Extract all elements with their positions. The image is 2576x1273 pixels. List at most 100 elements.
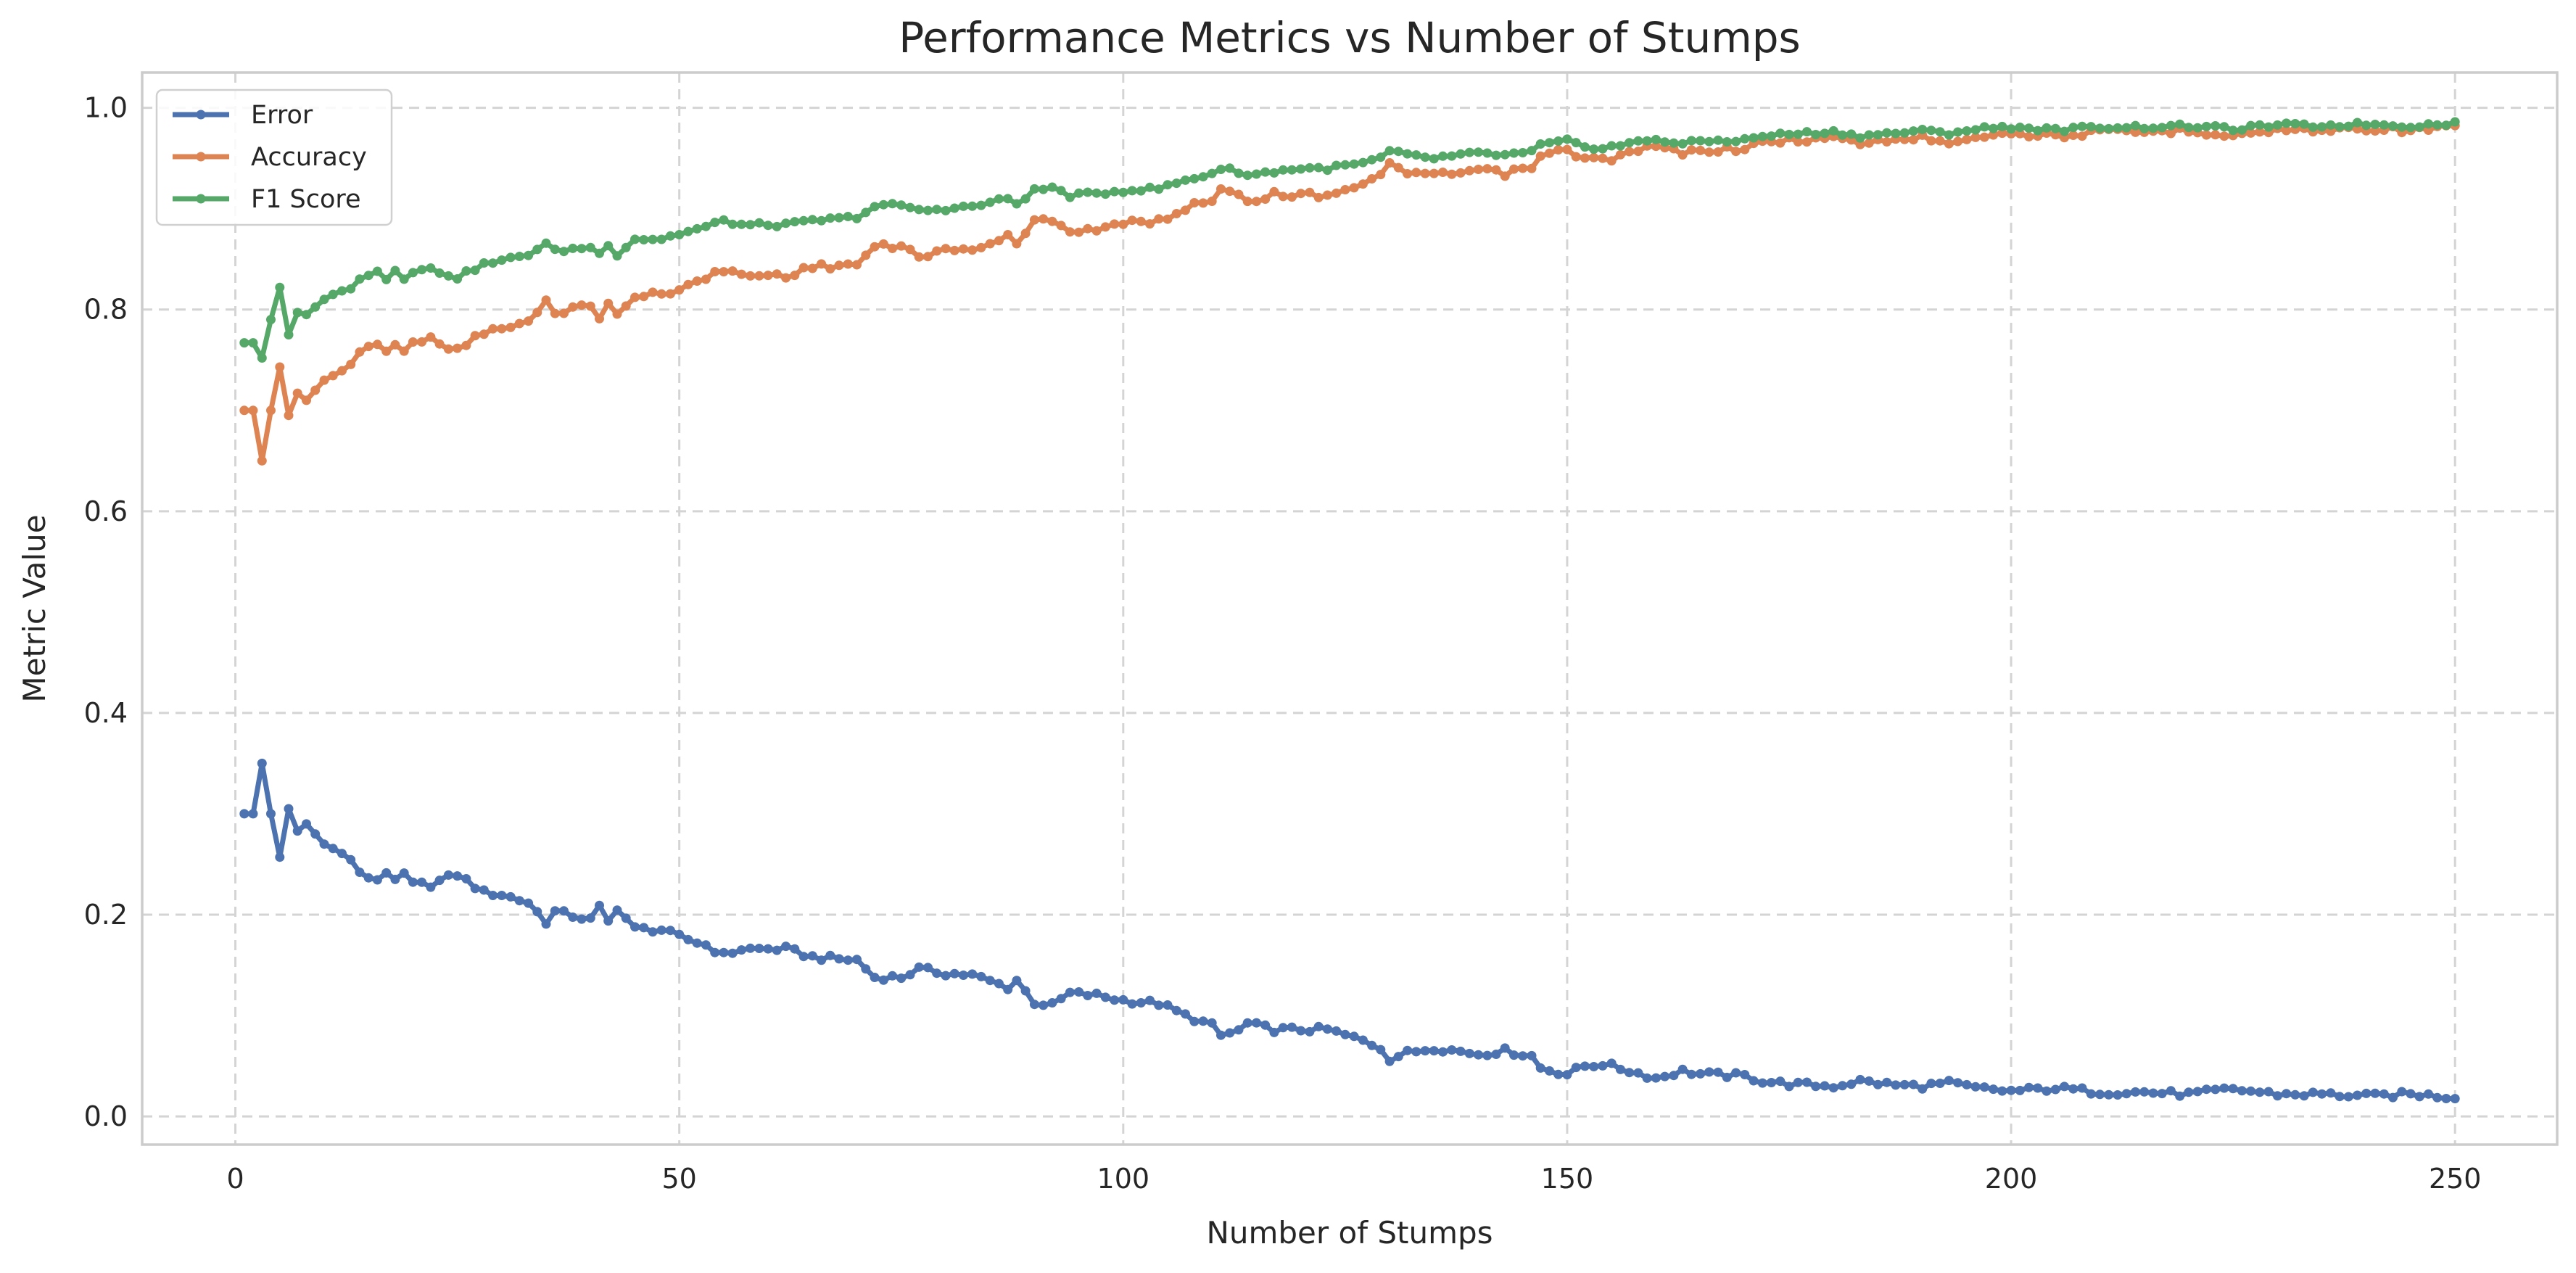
data-point	[612, 251, 622, 261]
data-point	[337, 849, 347, 859]
data-point	[319, 375, 329, 385]
data-point	[1110, 219, 1120, 229]
data-point	[870, 973, 880, 982]
data-point	[1020, 194, 1031, 204]
data-point	[408, 268, 418, 278]
data-point	[719, 267, 729, 277]
data-point	[488, 324, 498, 334]
data-point	[976, 242, 986, 252]
data-point	[1181, 175, 1190, 185]
data-point	[798, 263, 809, 273]
data-point	[603, 298, 614, 308]
data-point	[1749, 133, 1759, 143]
data-point	[1855, 139, 1865, 149]
data-point	[817, 215, 827, 226]
data-point	[807, 263, 817, 273]
data-point	[541, 919, 551, 929]
data-point	[302, 395, 311, 405]
data-point	[923, 205, 933, 215]
data-point	[497, 891, 507, 900]
data-point	[1278, 1023, 1288, 1033]
data-point	[1935, 136, 1945, 146]
data-point	[2432, 1092, 2443, 1103]
data-point	[1864, 130, 1874, 140]
data-point	[1447, 1045, 1457, 1055]
data-point	[2068, 123, 2078, 133]
data-point	[1234, 189, 1244, 199]
data-point	[2424, 119, 2433, 129]
data-point	[1012, 976, 1022, 986]
data-point	[2308, 1087, 2318, 1097]
data-point	[1660, 137, 1670, 147]
data-point	[479, 329, 489, 339]
data-point	[2104, 1089, 2114, 1100]
data-point	[896, 241, 907, 251]
data-point	[1908, 126, 1918, 136]
data-point	[292, 826, 302, 836]
data-point	[399, 868, 409, 878]
data-point	[1580, 142, 1590, 152]
data-point	[568, 302, 578, 312]
data-point	[1917, 1084, 1928, 1094]
data-point	[1962, 126, 1972, 136]
data-point	[1003, 194, 1013, 204]
data-point	[1926, 125, 1936, 136]
data-point	[1110, 186, 1120, 197]
grid-lines	[142, 73, 2557, 1145]
data-point	[337, 286, 347, 296]
data-point	[2334, 1092, 2345, 1102]
data-point	[878, 199, 888, 210]
data-point	[2219, 1083, 2229, 1093]
data-point	[692, 223, 702, 234]
data-point	[284, 804, 294, 814]
data-point	[443, 870, 453, 880]
data-point	[648, 927, 658, 937]
data-point	[665, 231, 675, 241]
data-point	[2246, 120, 2256, 131]
data-point	[1047, 216, 1057, 226]
data-point	[1154, 1000, 1164, 1010]
data-point	[1970, 1082, 1981, 1092]
data-point	[2166, 1086, 2176, 1096]
data-point	[1234, 168, 1244, 178]
data-point	[639, 923, 649, 933]
data-point	[2441, 120, 2451, 131]
tick-labels: 0 50 100 150 200 250 0.0 0.2 0.4 0.6 0.8 1.0	[84, 92, 2482, 1195]
data-point	[1855, 133, 1865, 143]
data-point	[1181, 1009, 1190, 1019]
data-point	[772, 945, 782, 955]
data-point	[1438, 151, 1448, 161]
data-point	[2228, 125, 2238, 136]
data-point	[1518, 1051, 1528, 1061]
data-point	[914, 962, 924, 972]
data-point	[772, 269, 782, 279]
data-point	[1154, 184, 1164, 194]
data-point	[825, 213, 835, 223]
data-point	[2343, 121, 2353, 131]
data-point	[266, 315, 276, 325]
data-point	[1296, 164, 1306, 174]
data-point	[843, 259, 853, 269]
data-point	[781, 273, 791, 283]
data-point	[1482, 164, 1493, 174]
data-point	[1926, 136, 1936, 146]
legend-label: Accuracy	[251, 143, 367, 172]
x-tick-label: 250	[2429, 1163, 2482, 1195]
data-point	[1189, 173, 1200, 184]
data-point	[532, 907, 542, 917]
data-point	[1962, 1079, 1972, 1089]
data-point	[514, 896, 524, 906]
data-point	[1136, 998, 1146, 1008]
data-point	[1757, 131, 1767, 141]
data-point	[1083, 187, 1093, 197]
data-point	[559, 906, 569, 916]
data-point	[1642, 136, 1652, 146]
data-point	[1482, 1050, 1493, 1060]
data-point	[1047, 998, 1057, 1008]
data-point	[727, 948, 738, 958]
data-point	[1198, 1016, 1208, 1026]
data-point	[1154, 214, 1164, 224]
data-point	[1376, 170, 1386, 180]
data-point	[790, 944, 800, 954]
data-point	[1846, 1079, 1857, 1089]
